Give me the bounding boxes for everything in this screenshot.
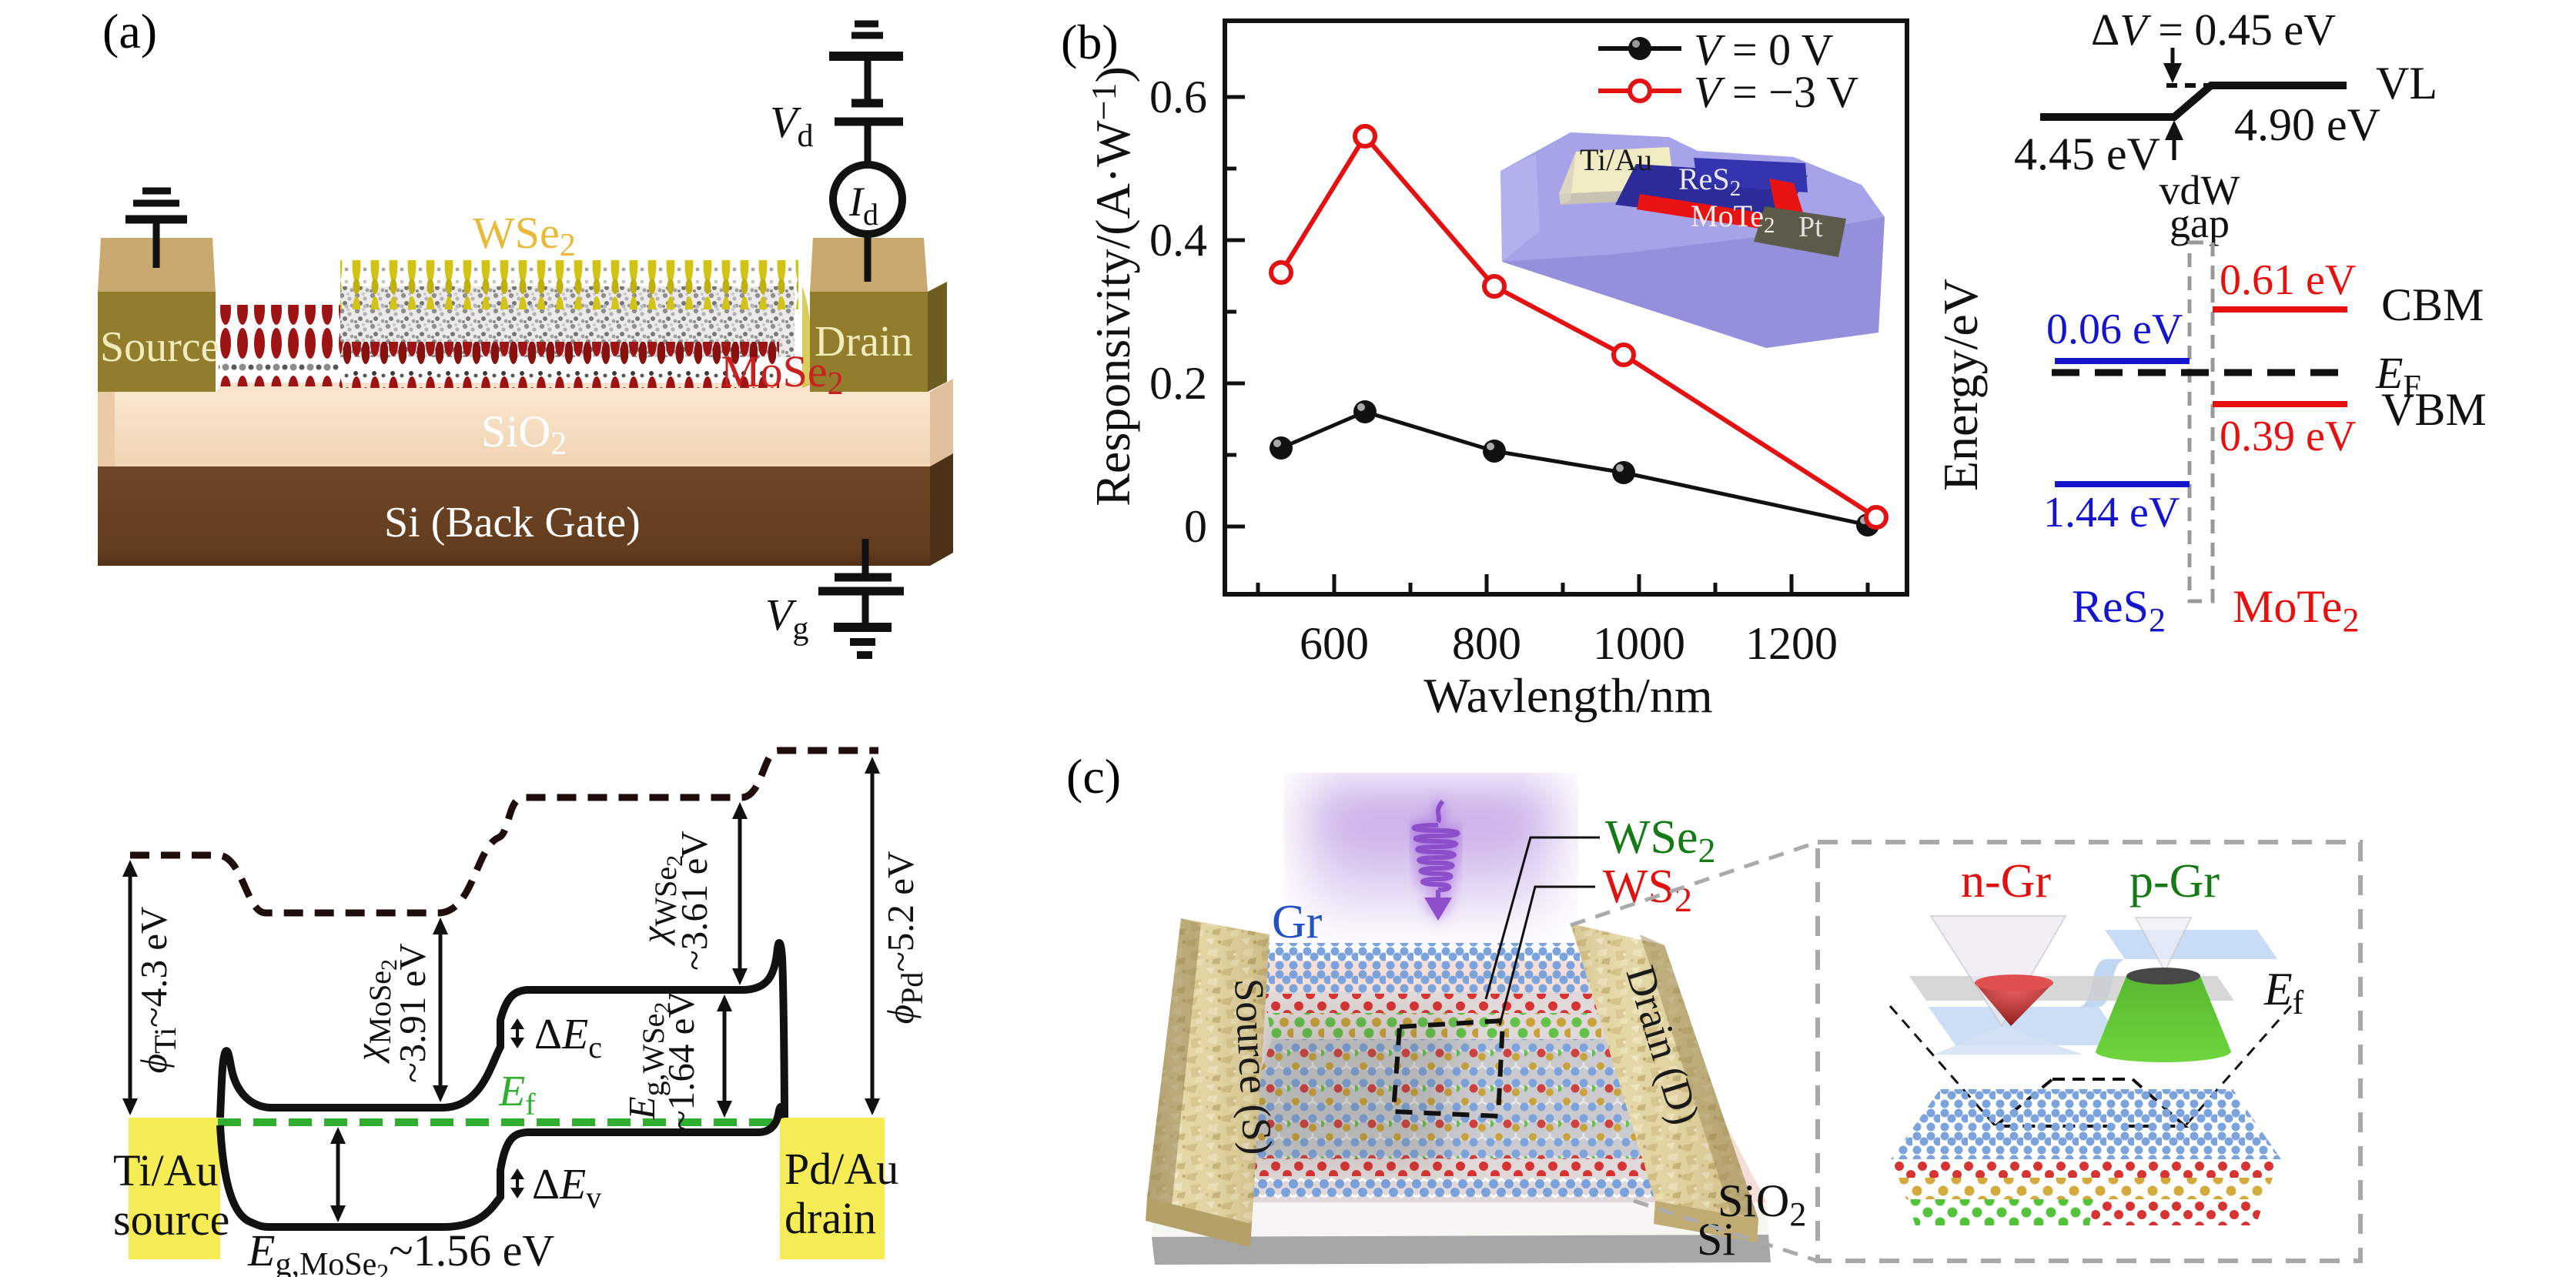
svg-text:0.39 eV: 0.39 eV [2220, 413, 2356, 460]
svg-text:0.06 eV: 0.06 eV [2046, 306, 2183, 353]
svg-text:~3.91 eV: ~3.91 eV [391, 943, 433, 1083]
svg-text:ϕPd~5.2 eV: ϕPd~5.2 eV [879, 851, 929, 1025]
svg-text:(b): (b) [1061, 15, 1119, 69]
svg-text:Source (S): Source (S) [1226, 977, 1281, 1155]
svg-text:ΔEc: ΔEc [534, 1011, 602, 1065]
svg-text:(c): (c) [1066, 749, 1121, 804]
svg-text:0.6: 0.6 [1149, 72, 1207, 122]
svg-text:gap: gap [2170, 200, 2230, 246]
svg-text:drain: drain [785, 1193, 876, 1243]
svg-text:4.90 eV: 4.90 eV [2234, 99, 2380, 150]
svg-text:Eg,MoSe2~1.56 eV: Eg,MoSe2~1.56 eV [247, 1225, 554, 1277]
svg-text:V = 0 V: V = 0 V [1694, 25, 1834, 75]
svg-text:ϕTi~4.3 eV: ϕTi~4.3 eV [132, 907, 182, 1074]
svg-text:(a): (a) [102, 4, 157, 59]
svg-text:CBM: CBM [2381, 279, 2484, 330]
svg-text:4.45 eV: 4.45 eV [2014, 129, 2160, 179]
svg-text:0.61 eV: 0.61 eV [2220, 256, 2356, 304]
svg-text:vdW: vdW [2159, 167, 2240, 213]
svg-text:0.4: 0.4 [1149, 215, 1207, 266]
svg-text:1.44 eV: 1.44 eV [2043, 489, 2180, 537]
svg-text:Pd/Au: Pd/Au [785, 1144, 898, 1194]
svg-text:n-Gr: n-Gr [1961, 855, 2051, 908]
svg-text:Ti/Au: Ti/Au [113, 1145, 219, 1195]
svg-text:Responsivity/(A·W−1): Responsivity/(A·W−1) [1084, 66, 1140, 506]
svg-text:Gr: Gr [1272, 896, 1323, 948]
svg-text:χMoSe2: χMoSe2 [347, 959, 402, 1064]
svg-text:Si: Si [1697, 1214, 1735, 1265]
svg-text:~1.64 eV: ~1.64 eV [660, 991, 702, 1131]
svg-text:V = −3 V: V = −3 V [1694, 67, 1858, 117]
svg-text:Ti/Au: Ti/Au [1580, 142, 1652, 177]
svg-text:ReS2: ReS2 [2072, 581, 2166, 639]
svg-text:WSe2: WSe2 [1605, 811, 1716, 870]
svg-text:800: 800 [1452, 618, 1521, 669]
svg-text:MoTe2: MoTe2 [1691, 199, 1775, 238]
svg-text:source: source [113, 1195, 229, 1245]
svg-text:MoTe2: MoTe2 [2233, 581, 2359, 639]
svg-text:p-Gr: p-Gr [2129, 855, 2220, 908]
svg-text:Pt: Pt [1798, 211, 1823, 243]
svg-text:χWSe2: χWSe2 [633, 855, 687, 946]
svg-text:600: 600 [1300, 618, 1369, 669]
svg-text:VL: VL [2376, 58, 2437, 109]
svg-text:0.2: 0.2 [1149, 358, 1207, 409]
svg-text:Vg: Vg [765, 590, 808, 647]
svg-text:1200: 1200 [1745, 618, 1838, 669]
svg-text:1000: 1000 [1593, 618, 1685, 669]
svg-text:VBM: VBM [2381, 384, 2487, 435]
svg-text:Source: Source [100, 323, 220, 371]
svg-text:Wavlength/nm: Wavlength/nm [1423, 668, 1712, 723]
svg-text:Eg,WSe2: Eg,WSe2 [621, 1002, 675, 1121]
svg-text:MoSe2: MoSe2 [721, 346, 844, 402]
svg-text:ΔV = 0.45 eV: ΔV = 0.45 eV [2091, 5, 2336, 55]
svg-text:Energy/eV: Energy/eV [1933, 279, 1988, 491]
svg-text:Drain: Drain [815, 318, 913, 366]
svg-text:~3.61 eV: ~3.61 eV [673, 831, 715, 971]
svg-text:WSe2: WSe2 [473, 208, 576, 263]
svg-text:Si (Back Gate): Si (Back Gate) [384, 499, 641, 547]
svg-text:0: 0 [1184, 501, 1207, 552]
